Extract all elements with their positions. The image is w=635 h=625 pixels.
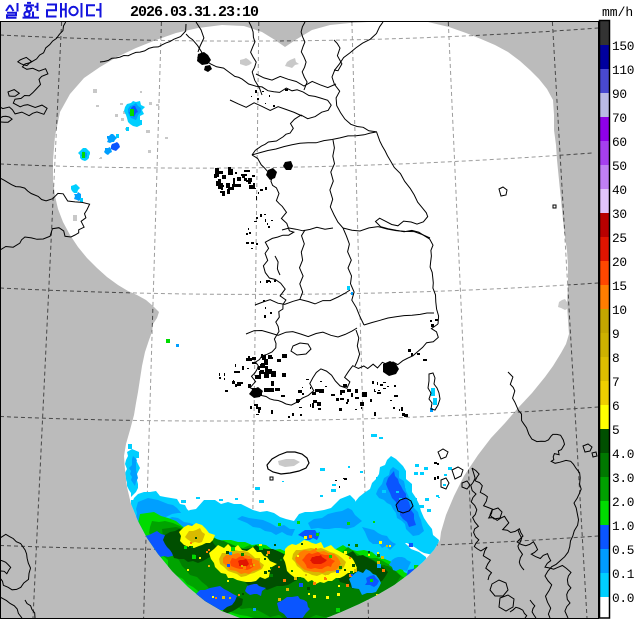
- svg-text:60: 60: [612, 135, 627, 150]
- svg-text:20: 20: [612, 255, 627, 270]
- svg-text:2026.03.31.23:10: 2026.03.31.23:10: [130, 4, 259, 21]
- svg-text:0.5: 0.5: [612, 543, 634, 558]
- svg-text:70: 70: [612, 111, 627, 126]
- svg-text:10: 10: [612, 303, 627, 318]
- svg-text:6: 6: [612, 399, 619, 414]
- svg-text:3.0: 3.0: [612, 471, 634, 486]
- svg-text:50: 50: [612, 159, 627, 174]
- svg-text:4.0: 4.0: [612, 447, 634, 462]
- svg-text:40: 40: [612, 183, 627, 198]
- svg-text:15: 15: [612, 279, 627, 294]
- svg-text:7: 7: [612, 375, 619, 390]
- svg-text:9: 9: [612, 327, 619, 342]
- svg-text:25: 25: [612, 231, 627, 246]
- svg-text:5: 5: [612, 423, 619, 438]
- svg-text:mm/h: mm/h: [602, 5, 633, 20]
- svg-text:110: 110: [612, 63, 634, 78]
- svg-text:30: 30: [612, 207, 627, 222]
- svg-text:90: 90: [612, 87, 627, 102]
- svg-text:1.0: 1.0: [612, 519, 634, 534]
- svg-text:0.0: 0.0: [612, 591, 634, 606]
- svg-text:2.0: 2.0: [612, 495, 634, 510]
- svg-text:0.1: 0.1: [612, 567, 635, 582]
- svg-text:8: 8: [612, 351, 619, 366]
- svg-text:150: 150: [612, 39, 634, 54]
